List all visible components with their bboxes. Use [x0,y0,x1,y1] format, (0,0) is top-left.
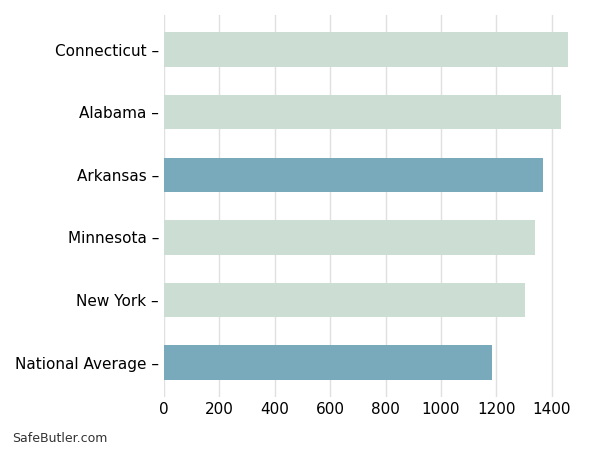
Bar [164,345,492,380]
Bar [164,283,526,317]
Bar [164,95,562,130]
Bar [164,158,544,192]
Bar [164,220,535,255]
Bar [164,32,568,67]
Text: SafeButler.com: SafeButler.com [12,432,107,446]
